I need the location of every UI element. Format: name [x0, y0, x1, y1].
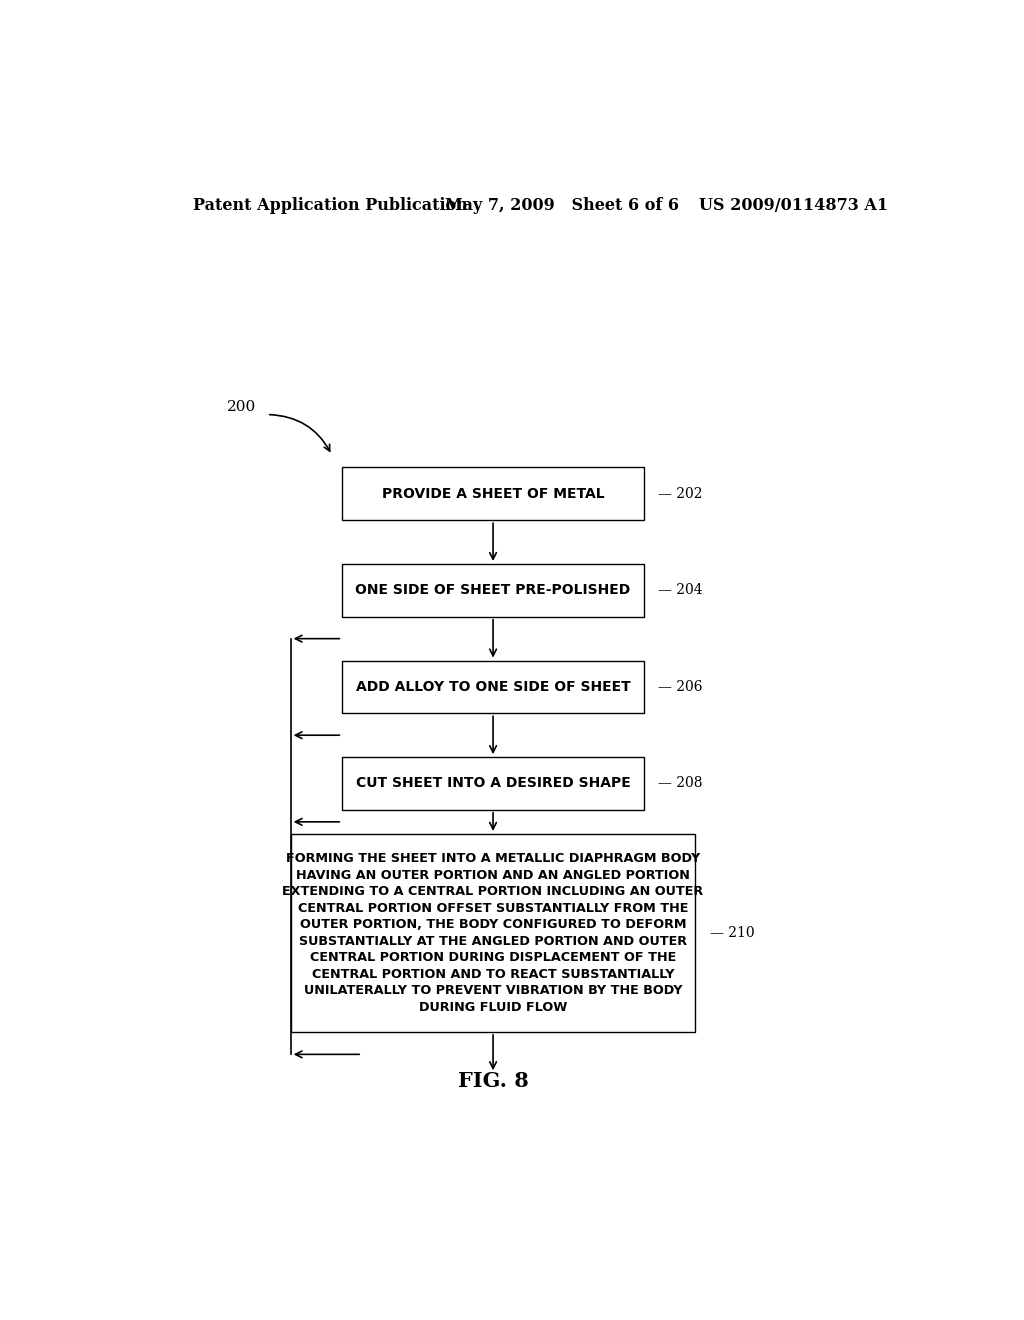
Text: FORMING THE SHEET INTO A METALLIC DIAPHRAGM BODY
HAVING AN OUTER PORTION AND AN : FORMING THE SHEET INTO A METALLIC DIAPHR… — [283, 853, 703, 1014]
FancyBboxPatch shape — [291, 834, 695, 1032]
FancyArrowPatch shape — [269, 414, 330, 451]
Text: FIG. 8: FIG. 8 — [458, 1072, 528, 1092]
FancyBboxPatch shape — [342, 758, 644, 810]
FancyBboxPatch shape — [342, 660, 644, 713]
Text: — 202: — 202 — [658, 487, 702, 500]
FancyBboxPatch shape — [342, 564, 644, 616]
Text: — 210: — 210 — [710, 925, 755, 940]
Text: US 2009/0114873 A1: US 2009/0114873 A1 — [699, 197, 889, 214]
Text: May 7, 2009   Sheet 6 of 6: May 7, 2009 Sheet 6 of 6 — [445, 197, 680, 214]
FancyBboxPatch shape — [342, 467, 644, 520]
Text: ONE SIDE OF SHEET PRE-POLISHED: ONE SIDE OF SHEET PRE-POLISHED — [355, 583, 631, 598]
Text: ADD ALLOY TO ONE SIDE OF SHEET: ADD ALLOY TO ONE SIDE OF SHEET — [355, 680, 631, 694]
Text: — 204: — 204 — [658, 583, 702, 598]
Text: Patent Application Publication: Patent Application Publication — [194, 197, 468, 214]
Text: CUT SHEET INTO A DESIRED SHAPE: CUT SHEET INTO A DESIRED SHAPE — [355, 776, 631, 791]
Text: 200: 200 — [227, 400, 256, 414]
Text: — 208: — 208 — [658, 776, 702, 791]
Text: — 206: — 206 — [658, 680, 702, 694]
Text: PROVIDE A SHEET OF METAL: PROVIDE A SHEET OF METAL — [382, 487, 604, 500]
